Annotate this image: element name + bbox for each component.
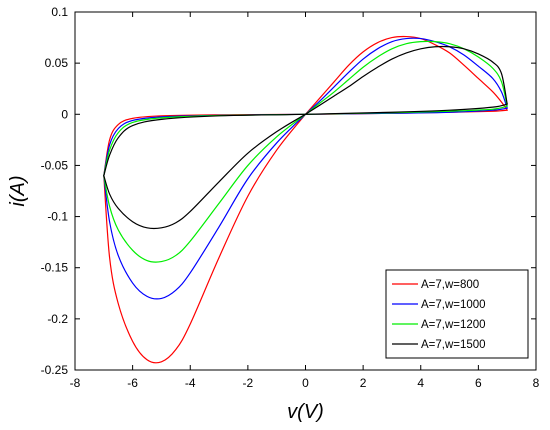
series-upper-branch	[304, 37, 508, 115]
y-tick-label: 0.1	[51, 5, 68, 19]
series-lower-branch	[103, 113, 307, 263]
series-upper-branch	[304, 35, 508, 115]
series-line	[103, 37, 508, 300]
tick-layer: -8 -6 -4 -2 0 2 4 6 8 -0.25 -0.2 -0.15 -0.1 -0.05 0 0.0…	[41, 5, 540, 390]
series-return-branch	[103, 107, 508, 177]
y-tick-label: -0.25	[41, 363, 69, 377]
legend: A=7,w=800 A=7,w=1000 A=7,w=1200 A=7,w=1500	[385, 269, 529, 359]
x-tick-label: 8	[533, 376, 540, 390]
x-tick-label: 2	[360, 376, 367, 390]
x-tick-label: -6	[127, 376, 138, 390]
curve-layer	[103, 35, 508, 364]
y-tick-label: -0.05	[41, 158, 69, 172]
x-axis-label: v(V)	[287, 401, 324, 423]
x-tick-label: -4	[185, 376, 196, 390]
series-return-branch	[103, 103, 508, 177]
series-line	[103, 40, 508, 263]
series-return-branch	[103, 109, 508, 177]
y-tick-label: 0.05	[45, 56, 69, 70]
y-tick-label: -0.1	[47, 210, 68, 224]
series-lower-branch	[103, 113, 307, 364]
legend-label: A=7,w=800	[421, 279, 479, 291]
y-axis-label: i(A)	[7, 175, 29, 206]
legend-label: A=7,w=1000	[421, 299, 486, 311]
legend-label: A=7,w=1200	[421, 319, 486, 331]
legend-label: A=7,w=1500	[421, 339, 486, 351]
legend-box	[385, 269, 529, 359]
x-tick-label: -2	[243, 376, 254, 390]
y-tick-label: 0	[61, 107, 68, 121]
series-line	[103, 45, 508, 230]
x-tick-label: 6	[475, 376, 482, 390]
x-tick-label: 4	[417, 376, 424, 390]
y-tick-label: -0.2	[47, 312, 68, 326]
y-tick-label: -0.15	[41, 261, 69, 275]
series-upper-branch	[304, 45, 508, 115]
series-upper-branch	[304, 40, 508, 115]
series-lower-branch	[103, 113, 307, 230]
x-tick-label: -8	[70, 376, 81, 390]
series-lower-branch	[103, 113, 307, 300]
x-tick-label: 0	[302, 376, 309, 390]
